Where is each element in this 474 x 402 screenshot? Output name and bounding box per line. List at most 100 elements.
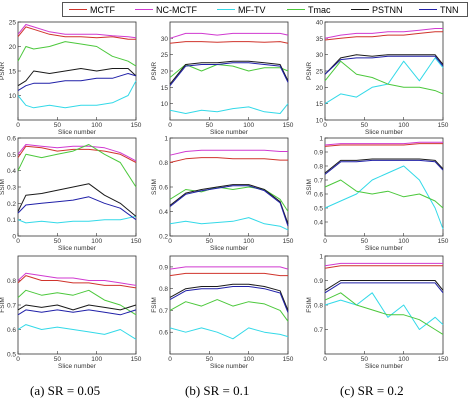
series-line-mf-tv <box>17 215 137 224</box>
series-line-pstnn <box>324 280 444 291</box>
chart-c-ssim: 0.4 0.5 0.6 0.7 0.8 0.9 1 0 50 100 150 Slice number… <box>306 136 449 253</box>
y-tick-label: 10 <box>316 118 324 125</box>
y-tick-label: 10 <box>161 101 169 108</box>
x-tick-label: 100 <box>243 238 254 245</box>
series-line-tnn <box>17 73 137 92</box>
series-line-tmac <box>17 41 137 67</box>
series-line-mf-tv <box>17 80 137 109</box>
y-axis-label: SSIM <box>151 179 158 195</box>
x-axis-label: Slice number <box>365 363 404 370</box>
y-tick-label: 0.7 <box>314 178 323 185</box>
series-line-mf-tv <box>169 217 289 231</box>
series-line-mctf <box>17 26 136 40</box>
series-line-nc-mctf <box>169 32 289 39</box>
x-tick-label: 0 <box>323 356 327 363</box>
plot-frame-a-fsim <box>17 255 137 355</box>
x-tick-label: 150 <box>131 122 142 129</box>
series-line-mctf <box>324 265 443 269</box>
y-tick-label: 15 <box>9 69 17 76</box>
series-line-nc-mctf <box>324 28 443 39</box>
legend-item-nc-mctf: NC-MCTF <box>135 3 197 16</box>
series-line-nc-mctf <box>17 272 137 286</box>
y-tick-label: 0.7 <box>7 303 16 310</box>
y-tick-label: 25 <box>161 52 169 59</box>
legend: MCTF NC-MCTF MF-TV Tmac PSTNN TNN <box>62 2 468 17</box>
series-line-tnn <box>169 185 289 227</box>
x-axis-label: Slice number <box>58 363 97 370</box>
caption-c: (c) SR = 0.2 <box>340 383 404 398</box>
x-tick-label: 0 <box>16 356 20 363</box>
chart-a-psnr: 10 15 20 25 0 50 100 150 Slice number PSNR <box>0 20 142 137</box>
x-tick-label: 100 <box>243 122 254 129</box>
x-tick-label: 50 <box>206 356 214 363</box>
series-line-tmac <box>324 60 444 95</box>
legend-label-mctf: MCTF <box>90 4 115 15</box>
series-line-tmac <box>17 289 137 316</box>
x-tick-label: 100 <box>398 356 409 363</box>
y-tick-label: 15 <box>316 101 324 108</box>
series-line-tnn <box>17 309 137 316</box>
y-tick-label: 0.6 <box>7 327 16 334</box>
y-tick-label: 0.7 <box>159 308 168 315</box>
y-axis-label: FSIM <box>306 297 313 313</box>
plot-frame-b-ssim <box>169 137 289 237</box>
series-line-tmac <box>169 299 289 322</box>
x-tick-label: 150 <box>283 356 294 363</box>
series-line-nc-mctf <box>169 149 288 156</box>
x-tick-label: 100 <box>91 238 102 245</box>
y-tick-label: 0.3 <box>7 185 16 192</box>
series-line-mctf <box>17 145 137 163</box>
plot-frame-c-fsim <box>324 255 444 355</box>
chart-a-fsim: 0.5 0.6 0.7 0.8 0 50 100 150 Slice number FSIM <box>0 255 142 370</box>
legend-swatch-nc-mctf <box>135 9 153 10</box>
legend-label-mf-tv: MF-TV <box>238 4 266 15</box>
y-tick-label: 30 <box>316 52 324 59</box>
x-tick-label: 150 <box>438 122 449 129</box>
y-tick-label: 20 <box>9 44 17 51</box>
y-tick-label: 0.8 <box>314 303 323 310</box>
x-tick-label: 0 <box>323 122 327 129</box>
series-line-tmac <box>324 292 444 335</box>
chart-c-psnr: 10 15 20 25 30 35 40 0 50 100 150 Slice number PSNR <box>306 20 449 137</box>
y-axis-label: PSNR <box>0 62 6 80</box>
x-tick-label: 0 <box>16 238 20 245</box>
y-tick-label: 25 <box>316 69 324 76</box>
legend-item-mf-tv: MF-TV <box>217 3 266 16</box>
series-line-tnn <box>17 196 137 221</box>
x-tick-label: 50 <box>361 238 369 245</box>
x-tick-label: 50 <box>54 356 62 363</box>
legend-label-tnn: TNN <box>440 4 459 15</box>
series-line-tnn <box>324 55 444 75</box>
series-line-nc-mctf <box>324 141 443 146</box>
series-line-mf-tv <box>17 324 137 340</box>
y-axis-label: PSNR <box>306 62 313 80</box>
y-tick-label: 0.8 <box>159 286 168 293</box>
legend-item-tnn: TNN <box>419 3 459 16</box>
y-tick-label: 0.6 <box>159 185 168 192</box>
y-tick-label: 0.2 <box>7 201 16 208</box>
series-line-mctf <box>324 31 443 41</box>
chart-b-psnr: 10 15 20 25 30 0 50 100 150 Slice number PSNR <box>151 21 294 136</box>
series-line-tnn <box>324 159 444 175</box>
series-line-pstnn <box>169 184 289 224</box>
y-tick-label: 0.5 <box>314 206 323 213</box>
y-tick-label: 0.8 <box>159 160 168 167</box>
x-tick-label: 50 <box>54 122 62 129</box>
x-tick-label: 50 <box>361 122 369 129</box>
x-tick-label: 0 <box>168 122 172 129</box>
x-tick-label: 150 <box>131 356 142 363</box>
series-line-mf-tv <box>324 292 444 330</box>
series-line-mf-tv <box>169 103 289 114</box>
y-tick-label: 0.5 <box>7 352 16 359</box>
x-tick-label: 50 <box>361 356 369 363</box>
series-line-pstnn <box>17 183 137 217</box>
series-line-tnn <box>169 286 289 313</box>
y-axis-label: SSIM <box>0 179 6 195</box>
series-line-pstnn <box>17 304 137 311</box>
series-line-nc-mctf <box>324 262 443 267</box>
y-tick-label: 40 <box>316 20 324 27</box>
y-tick-label: 20 <box>316 85 324 92</box>
x-tick-label: 50 <box>54 238 62 245</box>
x-tick-label: 150 <box>283 122 294 129</box>
series-line-mctf <box>169 41 289 44</box>
